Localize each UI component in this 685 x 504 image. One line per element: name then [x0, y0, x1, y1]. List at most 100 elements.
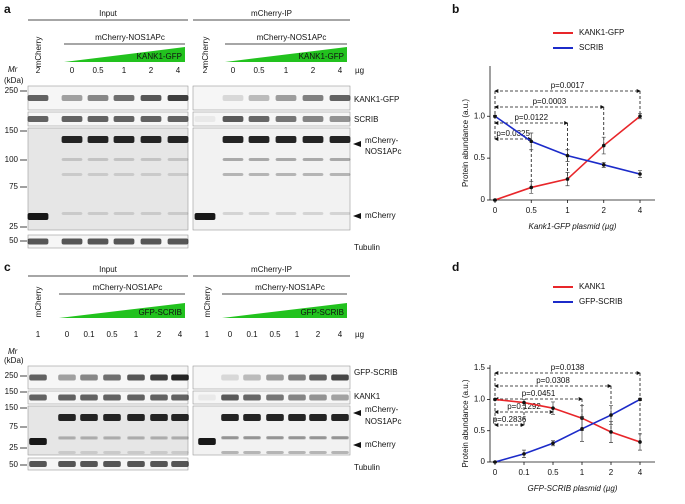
band	[329, 95, 351, 101]
panel-letter: d	[452, 260, 459, 274]
row-label: KANK1-GFP	[354, 95, 399, 104]
band	[309, 436, 327, 439]
band	[243, 414, 261, 421]
control-lane-label: mCherry	[34, 37, 43, 68]
panel-letter: c	[4, 260, 11, 274]
group-label: mCherry-NOS1APc	[255, 283, 325, 292]
row-label: SCRIB	[354, 115, 378, 124]
band	[243, 437, 261, 440]
data-point	[638, 172, 642, 176]
lane-label: 0.1	[246, 330, 258, 339]
band	[167, 173, 189, 176]
band	[150, 414, 168, 421]
band	[27, 213, 49, 220]
band	[266, 436, 284, 439]
band	[309, 451, 327, 454]
band	[329, 116, 351, 122]
band	[58, 451, 76, 454]
blot-pane	[192, 111, 351, 127]
gradient-triangle	[222, 303, 347, 318]
y-tick-label: 1.0	[474, 395, 486, 404]
band	[329, 212, 351, 215]
row-label: NOS1APc	[365, 417, 401, 426]
band	[150, 437, 168, 440]
mw-marker: 250	[5, 86, 19, 95]
band	[61, 95, 83, 101]
band	[58, 461, 76, 467]
band	[140, 212, 162, 215]
lane-label: 1	[205, 330, 210, 339]
p-value: p=0.0122	[514, 113, 548, 122]
band	[331, 436, 349, 439]
row-label: mCherry-	[365, 136, 399, 145]
band	[329, 173, 351, 176]
band	[194, 116, 216, 122]
band	[194, 213, 216, 220]
band	[87, 136, 109, 143]
x-tick-label: 1	[580, 468, 585, 477]
mw-marker: 75	[9, 422, 18, 431]
band	[87, 173, 109, 176]
blot-pane	[27, 127, 189, 231]
band	[309, 394, 327, 401]
band	[80, 374, 98, 381]
band	[266, 374, 284, 381]
panel-letter: b	[452, 2, 459, 16]
gradient-triangle	[59, 303, 185, 318]
x-axis-label: GFP-SCRIB plasmid (µg)	[528, 484, 618, 493]
band	[221, 436, 239, 439]
data-point	[493, 397, 497, 402]
band	[127, 437, 145, 440]
band	[61, 136, 83, 143]
band	[61, 238, 83, 245]
data-point	[638, 114, 642, 119]
band	[167, 136, 189, 143]
data-point	[565, 177, 570, 181]
x-tick-label: 4	[638, 468, 643, 477]
data-point	[493, 460, 497, 464]
mw-marker: 150	[5, 126, 19, 135]
row-label: GFP-SCRIB	[354, 368, 398, 377]
band	[222, 173, 244, 176]
blot-pane	[192, 127, 351, 231]
lane-label: 1	[122, 66, 127, 75]
band	[221, 374, 239, 381]
band	[58, 394, 76, 401]
band	[171, 394, 189, 401]
band	[167, 212, 189, 215]
x-tick-label: 0.1	[518, 468, 530, 477]
band	[113, 173, 135, 176]
data-point	[551, 441, 555, 446]
band	[61, 116, 83, 122]
band	[275, 116, 297, 122]
unit-label: µg	[355, 330, 364, 339]
band	[150, 451, 168, 454]
lane-label: 0	[228, 330, 233, 339]
y-tick-label: 1.0	[474, 111, 486, 120]
band	[248, 136, 270, 143]
band	[248, 95, 270, 101]
band	[167, 116, 189, 122]
band	[150, 436, 168, 439]
band	[29, 461, 47, 467]
mw-marker: 50	[9, 460, 18, 469]
x-tick-label: 0	[493, 206, 498, 215]
band	[103, 414, 121, 421]
band	[171, 414, 189, 421]
row-arrow	[353, 213, 361, 219]
band	[171, 436, 189, 439]
band	[221, 414, 239, 421]
band	[150, 374, 168, 381]
lane-label: 1	[284, 66, 289, 75]
band	[221, 451, 239, 454]
band	[248, 212, 270, 215]
x-tick-label: 0.5	[526, 206, 538, 215]
band	[61, 158, 83, 161]
mw-marker: 150	[5, 387, 19, 396]
band	[113, 212, 135, 215]
data-point	[565, 153, 570, 158]
data-point	[609, 430, 613, 434]
band	[127, 374, 145, 381]
legend-label: KANK1-GFP	[579, 28, 624, 37]
